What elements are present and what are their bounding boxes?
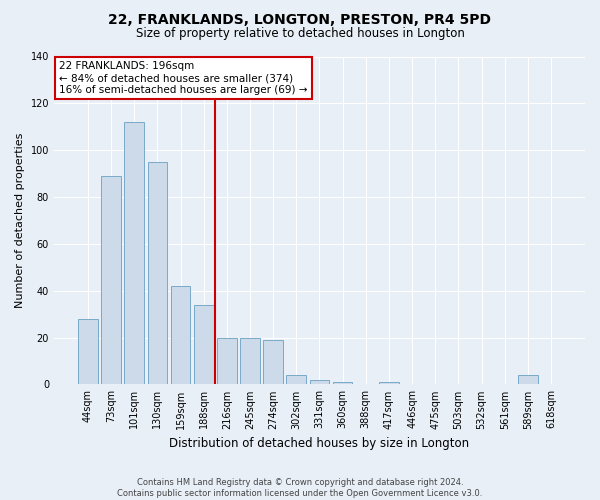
Bar bbox=[240, 338, 260, 384]
Text: 22 FRANKLANDS: 196sqm
← 84% of detached houses are smaller (374)
16% of semi-det: 22 FRANKLANDS: 196sqm ← 84% of detached … bbox=[59, 62, 308, 94]
Bar bbox=[263, 340, 283, 384]
Text: Contains HM Land Registry data © Crown copyright and database right 2024.
Contai: Contains HM Land Registry data © Crown c… bbox=[118, 478, 482, 498]
Bar bbox=[286, 375, 306, 384]
Bar bbox=[217, 338, 236, 384]
Bar bbox=[518, 375, 538, 384]
Bar bbox=[124, 122, 144, 384]
Bar bbox=[148, 162, 167, 384]
X-axis label: Distribution of detached houses by size in Longton: Distribution of detached houses by size … bbox=[169, 437, 470, 450]
Bar bbox=[78, 319, 98, 384]
Bar bbox=[170, 286, 190, 384]
Bar bbox=[101, 176, 121, 384]
Text: 22, FRANKLANDS, LONGTON, PRESTON, PR4 5PD: 22, FRANKLANDS, LONGTON, PRESTON, PR4 5P… bbox=[109, 12, 491, 26]
Bar bbox=[194, 305, 214, 384]
Bar bbox=[310, 380, 329, 384]
Y-axis label: Number of detached properties: Number of detached properties bbox=[15, 133, 25, 308]
Text: Size of property relative to detached houses in Longton: Size of property relative to detached ho… bbox=[136, 28, 464, 40]
Bar bbox=[379, 382, 399, 384]
Bar bbox=[333, 382, 352, 384]
